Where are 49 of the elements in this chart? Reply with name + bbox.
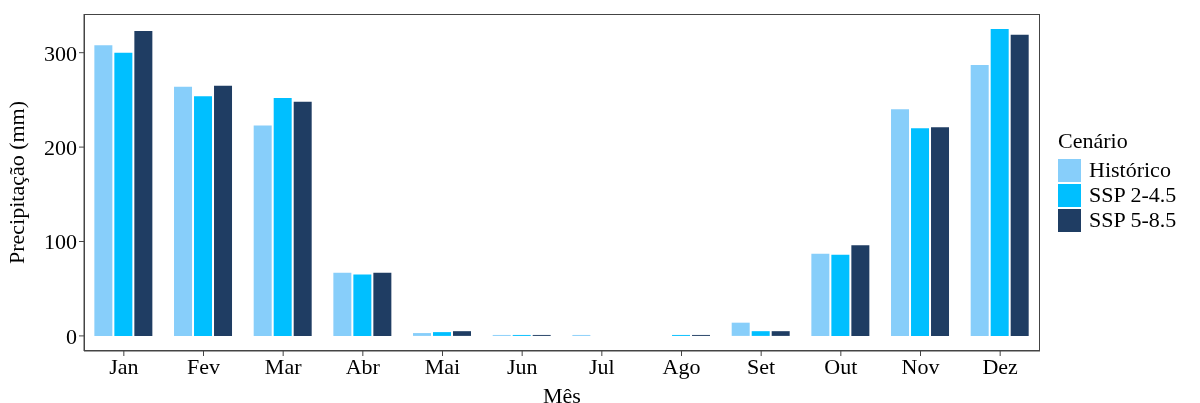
bar [333,272,352,336]
legend-title: Cenário [1058,127,1129,154]
legend-label: SSP 2-4.5 [1089,182,1177,208]
bar [433,332,452,336]
bar [373,272,392,336]
x-tick-label: Dez [982,353,1019,379]
x-tick-label: Mar [264,353,303,379]
x-tick-label: Set [747,353,776,379]
bar [970,64,989,336]
bar [831,254,850,336]
x-tick-label: Jun [506,353,538,379]
bar [731,322,750,336]
bar [194,96,213,336]
bar [134,30,153,336]
legend-label: SSP 5-8.5 [1089,207,1177,233]
bar [353,274,372,336]
bar [293,101,312,336]
x-tick-label: Jan [109,353,139,379]
x-tick-label: Jul [588,353,615,379]
bar [413,333,432,336]
x-tick-label: Nov [901,353,940,379]
y-tick-label: 100 [44,229,77,255]
bar [931,127,950,336]
y-tick-label: 300 [44,40,77,66]
y-tick-label: 0 [66,323,77,349]
bar [214,85,233,336]
x-tick-label: Fev [187,353,220,379]
bar [1010,34,1029,336]
bar [253,125,272,336]
y-tick-label: 200 [44,134,77,160]
y-axis-title: Precipitação (mm) [3,100,29,265]
x-tick-label: Out [824,353,858,379]
bar [891,109,910,336]
bar [751,331,770,336]
x-tick-label: Abr [345,353,381,379]
bar [273,98,292,336]
bar [911,128,930,336]
x-axis-title: Mês [543,383,581,403]
x-tick-label: Ago [662,353,701,379]
bar [174,86,193,336]
bar [851,245,870,336]
bar [114,52,133,336]
x-tick-label: Mai [424,353,461,379]
bar [453,331,472,336]
bar [990,29,1009,336]
bar [811,253,830,336]
bar [771,331,790,336]
legend-label: Histórico [1089,157,1171,183]
bar [94,45,113,336]
